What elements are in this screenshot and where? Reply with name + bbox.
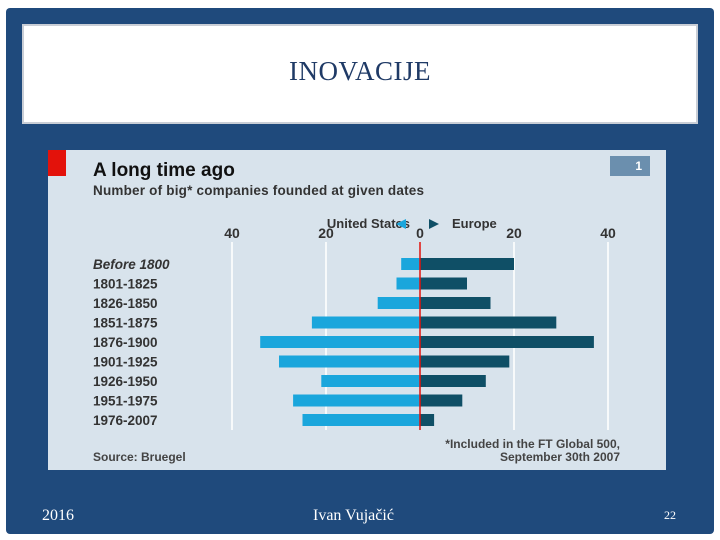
category-label: 1801-1825 [93,277,158,292]
footnote-line-2: September 30th 2007 [499,450,620,464]
europe-bar [420,375,486,387]
footnote-line-1: *Included in the FT Global 500, [445,437,620,451]
europe-bar [420,414,435,426]
us-bar [396,277,420,290]
category-label: 1951-1975 [93,394,158,409]
us-bar [279,355,420,368]
us-bar [377,297,420,309]
category-label: 1901-1925 [93,355,158,370]
title-box: INOVACIJE [22,24,698,124]
brand-red-tag [48,150,66,176]
legend-europe-label: Europe [452,216,497,231]
europe-bar [420,316,557,329]
x-tick-label: 20 [506,225,522,241]
europe-bar [420,258,514,270]
category-label: 1826-1850 [93,296,158,311]
europe-bar [420,355,510,368]
category-label: 1926-1950 [93,374,158,389]
slide-title: INOVACIJE [288,56,431,86]
bar-chart: 40 20 0 20 40 Before 1800 1801-1825 1826-1850 18… [93,225,616,430]
europe-bar [420,336,594,348]
us-bar [260,336,420,348]
chart-panel: A long time ago Number of big* companies… [48,150,666,470]
footer-author: Ivan Vujačić [313,507,394,524]
category-label: 1876-1900 [93,335,158,350]
chart-title: A long time ago [93,160,235,181]
category-label: 1851-1875 [93,316,158,331]
chart-source: Source: Bruegel [93,450,186,464]
x-tick-label: 40 [224,225,240,241]
x-tick-label: 20 [318,225,334,241]
page-number: 22 [664,508,676,522]
europe-bar [420,394,463,407]
us-bar [293,394,420,407]
chart-subtitle: Number of big* companies founded at give… [93,183,425,198]
chart-footnote: *Included in the FT Global 500, Septembe… [445,438,620,464]
us-bar [311,316,420,329]
us-bar [401,258,420,270]
x-tick-label: 0 [416,225,424,241]
us-bar [321,375,420,387]
europe-bar [420,297,491,309]
us-bar [302,414,420,426]
chart-number-badge: 1 [610,156,650,176]
x-tick-label: 40 [600,225,616,241]
chart-legend: United States Europe [48,216,666,232]
category-label: Before 1800 [93,257,170,272]
category-label: 1976-2007 [93,413,158,428]
europe-bar [420,277,467,290]
legend-us-label: United States [326,216,410,231]
footer-year: 2016 [42,507,74,524]
legend-us-arrow-icon [396,219,406,229]
legend-europe-arrow-icon [429,219,439,229]
